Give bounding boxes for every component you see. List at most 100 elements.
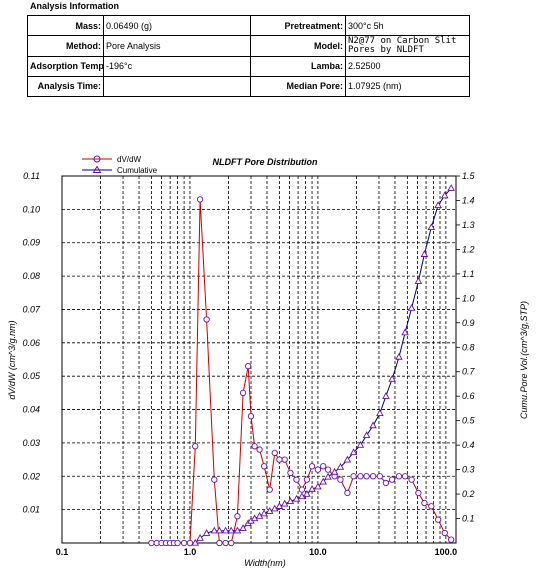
data-point-cumulative (319, 477, 327, 485)
data-point-dv-dw (211, 476, 218, 483)
median-pore-value: 1.07925 (nm) (345, 75, 470, 98)
data-point-dv-dw (256, 446, 263, 453)
data-point-dv-dw (344, 489, 351, 497)
analysis-info-table: Mass: 0.06490 (g) Pretreatment: 300°c 5h… (27, 14, 470, 98)
y-tick-label: 0.02 (22, 471, 40, 481)
x-axis-label: Width(nm) (244, 558, 285, 568)
data-point-cumulative (324, 472, 332, 480)
data-point-cumulative (427, 223, 436, 231)
table-row: Analysis Time: Median Pore: 1.07925 (nm) (27, 75, 470, 98)
chart-series (148, 184, 455, 547)
data-point-dv-dw (247, 413, 255, 420)
data-point-cumulative (447, 184, 455, 191)
data-point-dv-dw (180, 539, 188, 547)
data-point-dv-dw (388, 476, 396, 483)
data-point-dv-dw (234, 513, 241, 520)
y-tick-label: 0.08 (22, 271, 40, 281)
data-point-dv-dw (308, 463, 316, 470)
data-point-dv-dw (196, 196, 204, 203)
data-point-cumulative (202, 529, 211, 536)
data-point-cumulative (286, 497, 295, 505)
data-point-cumulative (407, 303, 416, 311)
data-point-cumulative (382, 392, 390, 399)
data-point-cumulative (308, 485, 316, 492)
data-point-dv-dw (324, 466, 332, 473)
data-point-dv-dw (408, 476, 415, 483)
data-point-cumulative (395, 352, 403, 360)
data-point-dv-dw (266, 486, 273, 493)
data-point-cumulative (401, 328, 409, 336)
y2-tick-label: 0.8 (462, 342, 475, 352)
data-point-dv-dw (174, 539, 181, 547)
data-point-dv-dw (260, 463, 268, 470)
data-point-dv-dw (192, 443, 199, 450)
data-point-cumulative (376, 409, 384, 416)
legend-dvdw-label: dV/dW (117, 155, 141, 164)
data-point-dv-dw (320, 463, 327, 470)
data-point-dv-dw (415, 489, 422, 497)
y2-tick-label: 0.1 (462, 514, 475, 524)
y-tick-label: 0.10 (22, 204, 40, 214)
y2-tick-label: 0.2 (462, 489, 475, 499)
data-point-dv-dw (421, 499, 428, 507)
data-point-cumulative (221, 526, 230, 534)
data-point-cumulative (280, 499, 289, 507)
data-point-cumulative (362, 431, 371, 438)
data-point-cumulative (369, 421, 377, 429)
y2-tick-label: 0.9 (462, 318, 475, 328)
y-tick-label: 0.06 (22, 338, 40, 348)
data-point-dv-dw (186, 539, 194, 547)
y-axis-label: dV/dW (cm^3/g.nm) (7, 320, 17, 399)
data-point-dv-dw (271, 449, 278, 457)
data-point-dv-dw (276, 456, 283, 463)
legend-cumulative-marker (92, 165, 102, 173)
y2-tick-label: 1.5 (462, 171, 476, 181)
data-point-dv-dw (148, 539, 155, 547)
data-point-dv-dw (293, 476, 300, 483)
table-row: Adsorption Temp.: -196°c Lamba: 2.52500 (27, 55, 470, 77)
data-point-cumulative (414, 277, 423, 284)
y2-tick-label: 1.2 (462, 244, 475, 254)
data-point-dv-dw (401, 473, 409, 480)
y2-tick-label: 0.3 (462, 465, 475, 475)
series-line-cumulative (194, 187, 452, 544)
y-tick-label: 0.04 (22, 405, 40, 415)
data-point-cumulative (292, 494, 301, 502)
data-point-dv-dw (448, 536, 455, 543)
chart-title: NLDFT Pore Distribution (213, 157, 318, 167)
y-tick-label: 0.03 (22, 438, 40, 448)
data-point-dv-dw (281, 456, 288, 463)
data-point-dv-dw (203, 316, 210, 323)
data-point-cumulative (343, 455, 352, 463)
x-tick-label: 1.0 (184, 547, 197, 557)
data-point-cumulative (250, 514, 259, 522)
data-point-dv-dw (239, 389, 247, 397)
data-point-dv-dw (428, 503, 435, 510)
x-tick-label: 10.0 (309, 547, 327, 557)
data-point-dv-dw (287, 469, 294, 477)
data-point-cumulative (434, 201, 442, 209)
legend-cumulative-label: Cumulative (117, 166, 158, 175)
data-point-cumulative (233, 526, 242, 534)
data-point-cumulative (275, 502, 284, 509)
y2-tick-label: 1.1 (462, 269, 475, 279)
y-tick-label: 0.01 (22, 505, 40, 515)
axis-ticks: 0.1 1.0 10.0 100.0 0.01 0.02 0.03 0.04 0.05 0.06 0… (22, 171, 475, 557)
data-point-dv-dw (216, 539, 223, 547)
data-point-dv-dw (298, 486, 306, 493)
y2-tick-label: 1.3 (462, 220, 475, 230)
y2-tick-label: 0.6 (462, 391, 475, 401)
chart-legend: dV/dW Cumulative (82, 155, 158, 175)
y-tick-label: 0.09 (22, 238, 40, 248)
y2-tick-label: 0.4 (462, 440, 475, 450)
y2-tick-label: 0.7 (462, 367, 476, 377)
y2-axis-label: Cumu.Pore Vol.(cm^3/g,STP) (519, 301, 529, 419)
data-point-cumulative (265, 507, 274, 514)
data-point-dv-dw (245, 363, 252, 370)
data-point-cumulative (420, 250, 429, 257)
data-point-cumulative (196, 533, 204, 541)
data-point-cumulative (330, 467, 339, 475)
data-point-cumulative (303, 489, 311, 497)
data-point-dv-dw (441, 529, 448, 537)
data-point-cumulative (349, 448, 358, 456)
